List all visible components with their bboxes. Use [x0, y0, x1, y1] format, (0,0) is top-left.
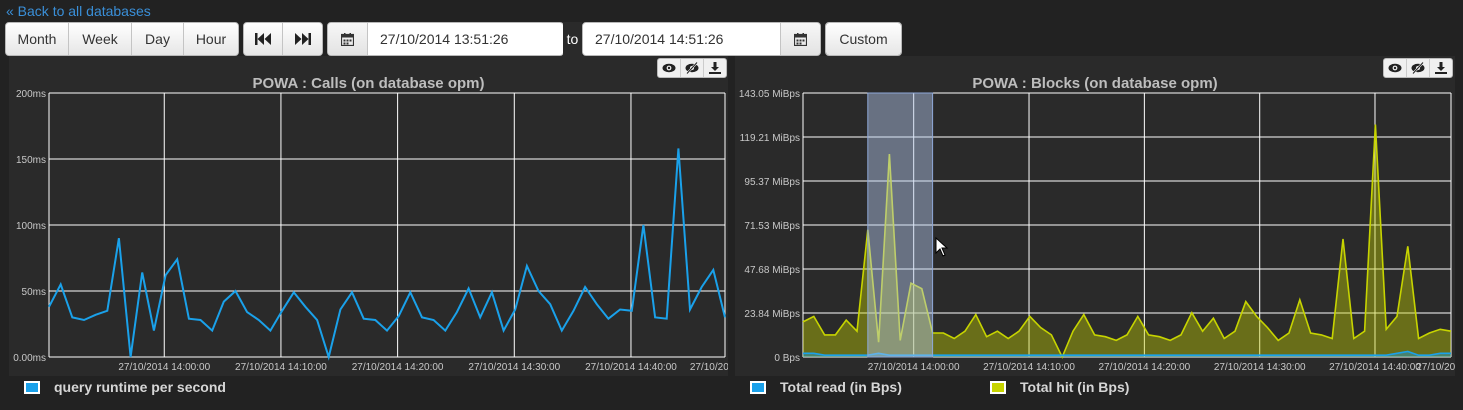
y-tick-label: 100ms: [16, 221, 46, 232]
y-tick-label: 150ms: [16, 155, 46, 166]
calendar-icon: [794, 32, 807, 46]
skip-forward-icon: [294, 33, 311, 45]
month-button[interactable]: Month: [6, 23, 69, 55]
range-button-group: Month Week Day Hour: [5, 22, 239, 56]
skip-backward-icon: [255, 33, 271, 45]
y-tick-label: 200ms: [16, 89, 46, 100]
show-series-button[interactable]: [658, 59, 681, 77]
legend-label: query runtime per second: [54, 379, 226, 395]
x-tick-label: 27/10/2014 14:00:00: [118, 362, 210, 373]
y-tick-label: 0 Bps: [774, 353, 800, 364]
legend-item[interactable]: query runtime per second: [24, 379, 226, 395]
show-series-button[interactable]: [1384, 59, 1407, 77]
mouse-cursor-icon: [935, 237, 949, 257]
legend-label: Total read (in Bps): [780, 379, 902, 395]
chart-svg: 0 Bps 23.84 MiBps 47.68 MiBps 71.53 MiBps 95…: [739, 89, 1455, 373]
week-button[interactable]: Week: [69, 23, 132, 55]
eye-slash-icon: [1411, 62, 1425, 74]
x-tick-label: 27/10/2014 14:40:00: [1329, 362, 1421, 373]
date-from-group: [327, 22, 564, 56]
skip-backward-button[interactable]: [244, 23, 283, 55]
x-tick-label: 27/10/2014 14:20:00: [352, 362, 444, 373]
selection-region: [867, 92, 934, 358]
x-tick-label: 27/10/2014 14:10:00: [983, 362, 1075, 373]
export-button[interactable]: [704, 59, 726, 77]
y-tick-label: 0.00ms: [13, 353, 46, 364]
date-to-input[interactable]: [583, 23, 780, 55]
x-tick-label: 27/10/2014 14:40:00: [585, 362, 677, 373]
download-icon: [709, 62, 721, 74]
custom-group: Custom: [825, 22, 902, 56]
y-tick-label: 47.68 MiBps: [744, 265, 800, 276]
calls-chart-panel: 0.00ms 50ms 100ms 150ms 200ms 27/10/2014 14:0…: [9, 56, 728, 376]
chart-toolbar: [657, 58, 727, 78]
y-tick-label: 23.84 MiBps: [744, 309, 800, 320]
hide-series-button[interactable]: [681, 59, 704, 77]
y-tick-label: 50ms: [22, 287, 46, 298]
chart-svg: 0.00ms 50ms 100ms 150ms 200ms 27/10/2014 14:0…: [13, 89, 728, 373]
calendar-from-button[interactable]: [328, 23, 368, 55]
date-to-group: [582, 22, 821, 56]
legend-item[interactable]: Total hit (in Bps): [990, 379, 1129, 395]
eye-icon: [1388, 63, 1402, 73]
y-tick-label: 119.21 MiBps: [740, 133, 800, 144]
chart-title: POWA : Blocks (on database opm): [972, 75, 1218, 92]
hour-button[interactable]: Hour: [184, 23, 238, 55]
eye-slash-icon: [685, 62, 699, 74]
x-tick-label: 27/10/2014: [1416, 362, 1455, 373]
date-from-input[interactable]: [368, 23, 563, 55]
series-line: [803, 350, 1451, 356]
chart-toolbar: [1383, 58, 1453, 78]
legend-swatch: [990, 380, 1006, 394]
skip-forward-button[interactable]: [283, 23, 322, 55]
legend-label: Total hit (in Bps): [1020, 379, 1130, 395]
legend-swatch: [24, 380, 40, 394]
calendar-icon: [341, 32, 354, 46]
legend-swatch: [750, 380, 766, 394]
hide-series-button[interactable]: [1407, 59, 1430, 77]
series-line: [802, 124, 1452, 359]
x-tick-label: 27/10/2014: [690, 362, 728, 373]
x-tick-label: 27/10/2014 14:00:00: [868, 362, 960, 373]
nav-button-group: [243, 22, 323, 56]
day-button[interactable]: Day: [132, 23, 184, 55]
blocks-chart-panel: 0 Bps 23.84 MiBps 47.68 MiBps 71.53 MiBps 95…: [735, 56, 1455, 376]
x-tick-label: 27/10/2014 14:30:00: [1214, 362, 1306, 373]
download-icon: [1435, 62, 1447, 74]
x-tick-label: 27/10/2014 14:30:00: [468, 362, 560, 373]
custom-button[interactable]: Custom: [826, 23, 901, 55]
calendar-to-button[interactable]: [780, 23, 820, 55]
eye-icon: [662, 63, 676, 73]
back-to-databases-link[interactable]: « Back to all databases: [6, 3, 151, 19]
series-line: [48, 148, 726, 361]
y-tick-label: 143.05 MiBps: [739, 89, 800, 100]
x-tick-label: 27/10/2014 14:20:00: [1098, 362, 1190, 373]
y-tick-label: 71.53 MiBps: [744, 221, 800, 232]
to-label: to: [563, 22, 582, 56]
x-tick-label: 27/10/2014 14:10:00: [235, 362, 327, 373]
y-tick-label: 95.37 MiBps: [744, 177, 800, 188]
export-button[interactable]: [1430, 59, 1452, 77]
legend-item[interactable]: Total read (in Bps): [750, 379, 902, 395]
chart-title: POWA : Calls (on database opm): [252, 75, 485, 92]
